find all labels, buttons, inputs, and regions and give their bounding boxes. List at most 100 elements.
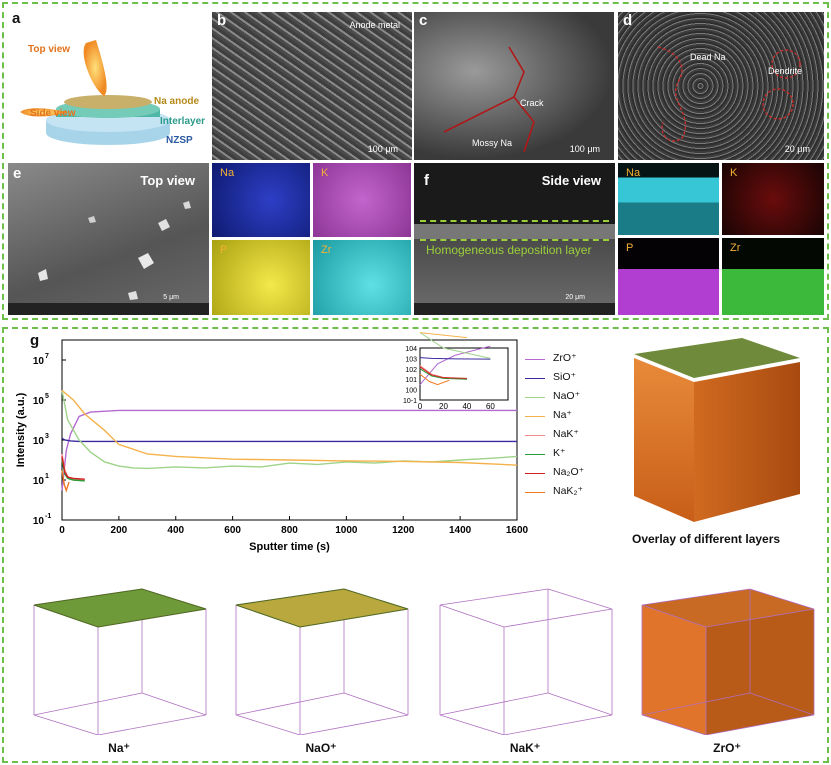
inset-frame (419, 347, 509, 401)
panel-d-sem: Dead Na Dendrite 20 μm (618, 12, 824, 160)
legend-label: ZrO⁺ (553, 352, 577, 364)
zro-volume-face (642, 589, 814, 627)
legend-label: Na⁺ (553, 409, 572, 421)
overlay-caption: Overlay of different layers (632, 532, 781, 546)
label-b: b (217, 12, 227, 29)
y-tick-exponent: 3 (45, 433, 49, 440)
layer-cube (235, 588, 409, 735)
layer-cube (33, 588, 207, 735)
panel-c-sem: Crack Mossy Na 100 μm (414, 12, 614, 160)
map-f-k: K (722, 163, 824, 235)
lower-dashed-line (420, 239, 609, 241)
legend-label: K⁺ (553, 447, 566, 459)
inset-x-tick-label: 20 (439, 402, 448, 411)
cube-edge (641, 604, 707, 628)
y-tick-exponent: 7 (45, 353, 49, 360)
inset-y-tick-label: 100 (405, 388, 417, 395)
map-e-na: Na (212, 163, 310, 237)
cube-edge (235, 714, 301, 735)
cube-edge (33, 714, 99, 735)
legend-label: NaK⁺ (553, 428, 579, 440)
map-f-zr-label: Zr (730, 242, 741, 254)
series-line (61, 437, 517, 443)
series-line (61, 470, 70, 493)
inset-y-tick-label: 104 (405, 346, 417, 353)
label-c: c (419, 12, 428, 29)
panel-b-sem: Anode metal 100 μm (212, 12, 412, 160)
dead-na-trace (657, 46, 801, 142)
surface-layer (235, 588, 409, 628)
cube-edge (141, 692, 207, 716)
inset-series-line (419, 332, 467, 339)
inset-y-tick-label: 102 (405, 367, 417, 374)
cube-edge (749, 588, 815, 610)
x-tick-label: 1600 (506, 525, 529, 536)
cube-label: NaO⁺ (305, 741, 337, 755)
top-view-beam (83, 40, 107, 96)
map-e-k-label: K (321, 167, 329, 179)
cube-edge (439, 604, 505, 628)
y-tick-label: 10 (33, 476, 45, 487)
f-scale: 20 μm (565, 294, 585, 301)
deposition-layer-label: Homogeneous deposition layer (426, 243, 592, 257)
overlay-cube-side (694, 362, 800, 522)
inset-series-line (419, 357, 491, 360)
chart-legend: ZrO⁺ SiO⁺ NaO⁺ Na⁺ NaK⁺ K⁺ Na₂O⁺ NaK₂⁺ (525, 352, 620, 502)
legend-swatch (525, 397, 545, 398)
inset-series-line (419, 373, 450, 386)
map-f-p: P (618, 238, 719, 315)
legend-label: NaK₂⁺ (553, 485, 584, 497)
cube-edge (547, 588, 613, 610)
inset-series-line (419, 366, 467, 379)
mossy-na-label: Mossy Na (472, 138, 513, 148)
map-f-na: Na (618, 163, 719, 235)
c-scale: 100 μm (569, 144, 600, 154)
overlay-cube-front (634, 358, 694, 522)
legend-swatch (525, 435, 545, 436)
top-figure-frame (2, 2, 829, 320)
series-line (61, 390, 518, 470)
panel-a-schematic: Top view Side view Na anode Interlayer N… (8, 8, 208, 158)
y-tick-exponent: 1 (45, 473, 49, 480)
cube-edge (641, 714, 707, 735)
y-tick-exponent: -1 (45, 513, 51, 520)
panel-f-sem: Side view Homogeneous deposition layer 2… (414, 163, 615, 315)
legend-swatch (525, 359, 545, 360)
zro-volume-face (642, 605, 706, 735)
map-e-k: K (313, 163, 411, 237)
map-f-p-label: P (626, 242, 634, 254)
anode-top (64, 95, 152, 109)
layer-cube (641, 588, 815, 735)
inset-y-tick-label: 10-1 (403, 398, 417, 405)
inset-x-tick-label: 40 (462, 402, 471, 411)
legend-swatch (525, 454, 545, 455)
x-tick-label: 1000 (335, 525, 358, 536)
map-e-p: P (212, 240, 310, 315)
cube-label: NaK⁺ (509, 741, 541, 755)
map-e-p-label: P (220, 244, 228, 256)
side-view-beam (20, 108, 68, 117)
dendrite-label: Dendrite (768, 66, 803, 76)
cube-edge (503, 608, 613, 628)
cube-edge (641, 588, 751, 606)
cube-edge (503, 714, 613, 735)
series-line (61, 409, 517, 491)
label-a: a (12, 10, 21, 27)
cube-edge (439, 714, 505, 735)
interlayer-label: Interlayer (160, 116, 206, 127)
x-tick-label: 800 (281, 525, 298, 536)
legend-label: SiO⁺ (553, 371, 577, 383)
zro-volume-face (706, 609, 814, 735)
crystals (38, 201, 191, 300)
upper-dashed-line (420, 220, 609, 222)
label-d: d (623, 12, 633, 29)
nzsp-label: NZSP (166, 135, 193, 146)
y-tick-label: 10 (33, 356, 45, 367)
inset-y-tick-label: 103 (405, 356, 417, 363)
map-f-na-label: Na (626, 167, 641, 179)
overlay-cube (634, 338, 800, 522)
x-tick-label: 1400 (449, 525, 472, 536)
cube-edge (705, 714, 815, 735)
inset-series-line (419, 368, 467, 380)
